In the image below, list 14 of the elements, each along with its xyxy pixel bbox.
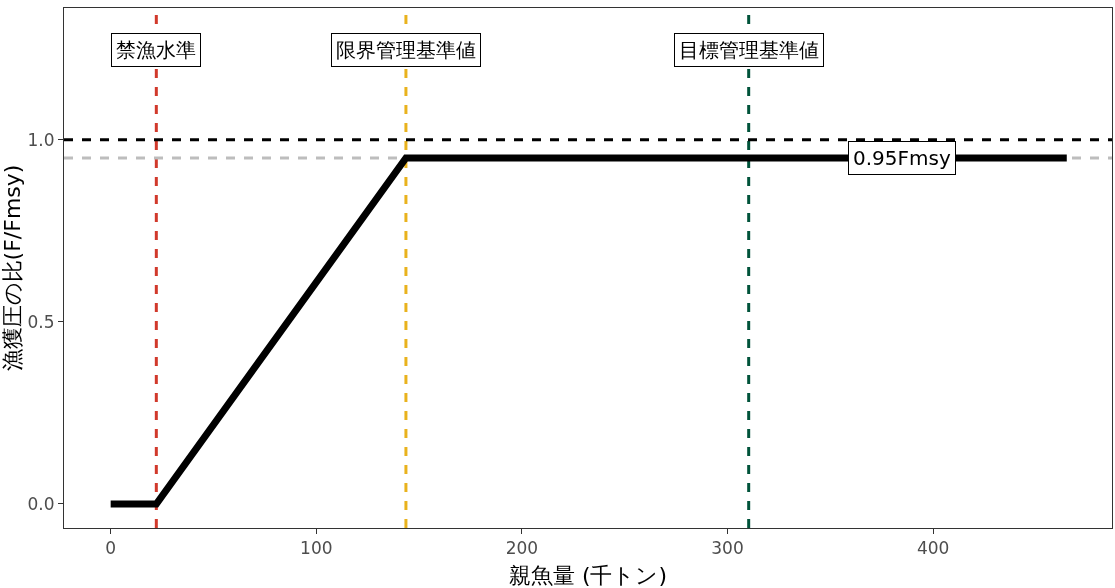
x-tick-label: 300 (711, 538, 744, 559)
y-tick-label: 0.0 (27, 493, 55, 514)
x-tick-label: 0 (105, 538, 117, 559)
ref-line-label: 0.95Fmsy (853, 146, 951, 170)
x-tick-label: 200 (505, 538, 539, 559)
y-tick-label: 1.0 (27, 129, 55, 150)
y-tick-label: 0.5 (27, 311, 55, 332)
x-axis-title: 親魚量 (千トン) (508, 563, 668, 588)
x-tick-label: 100 (300, 538, 333, 559)
ref-line-label: 限界管理基準値 (336, 38, 476, 62)
x-tick-label: 400 (916, 538, 950, 559)
ref-line-label: 目標管理基準値 (679, 38, 819, 62)
y-axis-title: 漁獲圧の比(F/Fmsy) (0, 164, 25, 372)
ref-line-label: 禁漁水準 (116, 38, 196, 62)
